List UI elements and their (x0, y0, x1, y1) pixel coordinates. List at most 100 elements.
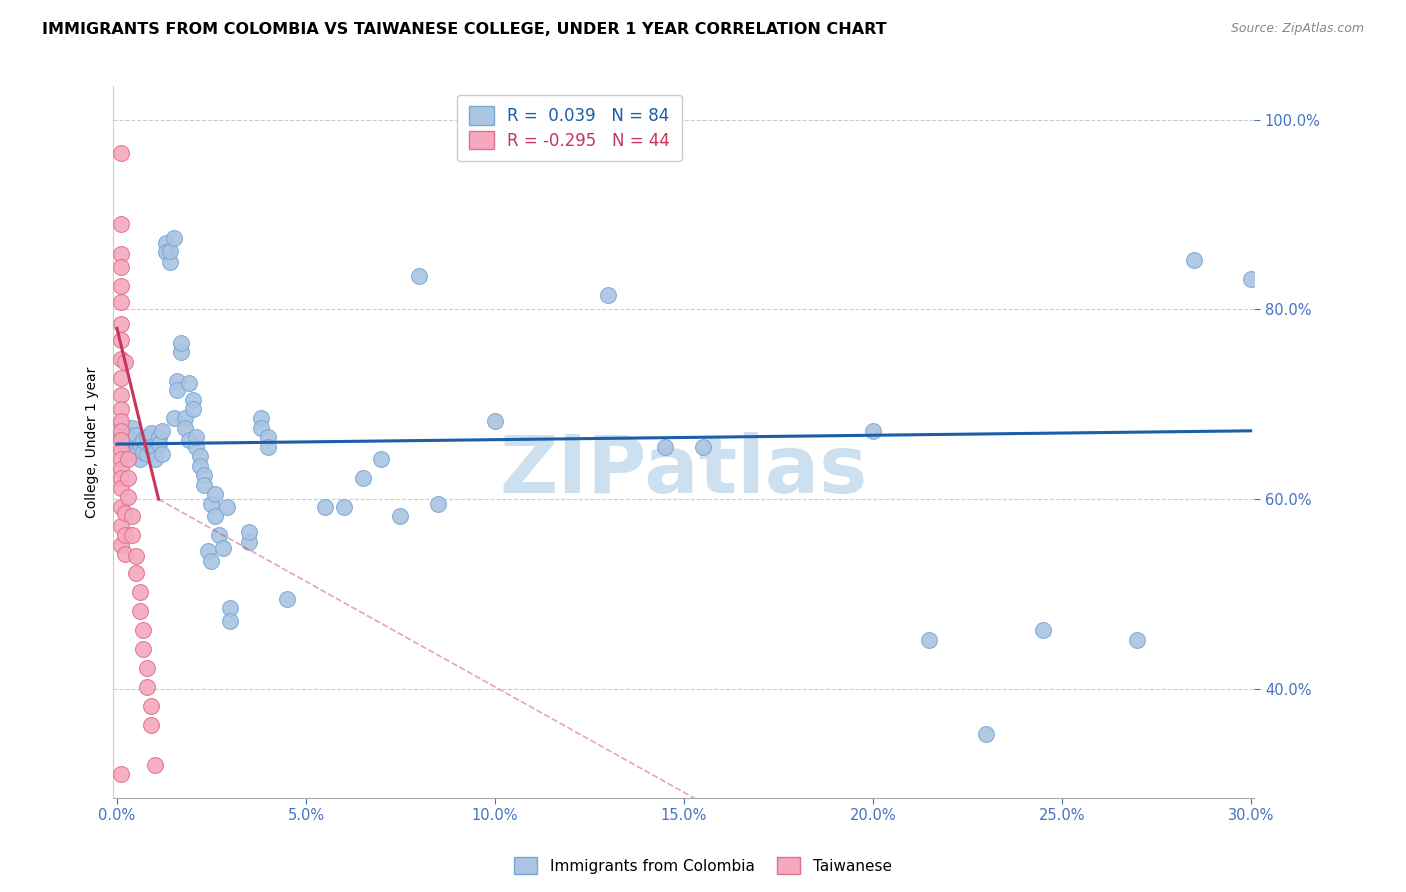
Point (110, 317, 132, 331)
Point (125, 566, 148, 581)
Point (117, 427, 139, 442)
Text: Source: ZipAtlas.com: Source: ZipAtlas.com (1230, 22, 1364, 36)
Point (128, 452, 150, 467)
Point (114, 354, 136, 368)
Point (181, 402, 204, 417)
Point (125, 447, 148, 461)
Point (188, 450, 211, 464)
Point (132, 444, 155, 458)
Point (159, 255, 181, 269)
Point (238, 525, 260, 540)
Point (110, 294, 132, 309)
Point (110, 430, 132, 444)
Point (159, 244, 181, 258)
Point (110, 538, 132, 552)
Point (132, 642, 155, 657)
Point (128, 585, 150, 599)
Point (114, 437, 136, 451)
Point (110, 481, 132, 495)
Point (215, 500, 238, 514)
Point (177, 434, 200, 448)
Point (862, 424, 884, 438)
Point (110, 471, 132, 485)
Point (186, 440, 208, 454)
Point (128, 437, 150, 451)
Point (121, 509, 143, 524)
Point (314, 500, 336, 514)
Point (114, 528, 136, 542)
Point (200, 497, 222, 511)
Point (136, 447, 159, 461)
Point (125, 435, 148, 450)
Point (408, 269, 430, 284)
Point (110, 414, 132, 428)
Point (139, 698, 162, 713)
Text: IMMIGRANTS FROM COLOMBIA VS TAIWANESE COLLEGE, UNDER 1 YEAR CORRELATION CHART: IMMIGRANTS FROM COLOMBIA VS TAIWANESE CO… (42, 22, 887, 37)
Point (150, 424, 173, 438)
Point (1032, 623, 1054, 637)
Point (110, 145, 132, 160)
Point (170, 335, 193, 350)
Point (211, 541, 233, 556)
Legend: Immigrants from Colombia, Taiwanese: Immigrants from Colombia, Taiwanese (509, 851, 897, 880)
Point (155, 235, 177, 250)
Point (193, 468, 215, 483)
Point (427, 497, 450, 511)
Point (110, 452, 132, 467)
Point (166, 383, 188, 397)
Point (139, 425, 162, 440)
Point (1126, 632, 1149, 647)
Point (117, 444, 139, 458)
Point (181, 392, 204, 407)
Point (136, 430, 159, 444)
Point (114, 424, 136, 438)
Point (110, 518, 132, 533)
Point (177, 376, 200, 391)
Point (219, 614, 242, 628)
Point (238, 534, 260, 549)
Y-axis label: College, Under 1 year: College, Under 1 year (86, 367, 100, 518)
Point (654, 440, 676, 454)
Point (1239, 272, 1261, 286)
Point (918, 632, 941, 647)
Point (114, 547, 136, 561)
Point (193, 478, 215, 492)
Point (148, 437, 170, 451)
Point (110, 388, 132, 402)
Point (200, 554, 222, 568)
Point (204, 509, 226, 524)
Point (110, 500, 132, 514)
Point (174, 421, 197, 435)
Point (204, 487, 226, 501)
Point (117, 434, 139, 448)
Point (1182, 252, 1205, 267)
Point (352, 471, 374, 485)
Point (110, 442, 132, 457)
Point (128, 604, 150, 618)
Point (110, 278, 132, 293)
Point (110, 260, 132, 274)
Point (117, 490, 139, 504)
Point (121, 421, 143, 435)
Point (188, 458, 211, 473)
Point (117, 471, 139, 485)
Point (389, 509, 412, 524)
Point (150, 447, 173, 461)
Point (692, 440, 714, 454)
Point (143, 444, 166, 458)
Point (132, 434, 155, 448)
Point (110, 424, 132, 438)
Point (110, 333, 132, 347)
Point (332, 500, 354, 514)
Point (249, 411, 271, 425)
Point (136, 661, 159, 675)
Point (110, 370, 132, 384)
Point (155, 245, 177, 260)
Point (174, 411, 197, 425)
Point (208, 528, 231, 542)
Point (166, 374, 188, 388)
Point (249, 421, 271, 435)
Point (163, 411, 186, 425)
Point (110, 434, 132, 448)
Point (110, 767, 132, 781)
